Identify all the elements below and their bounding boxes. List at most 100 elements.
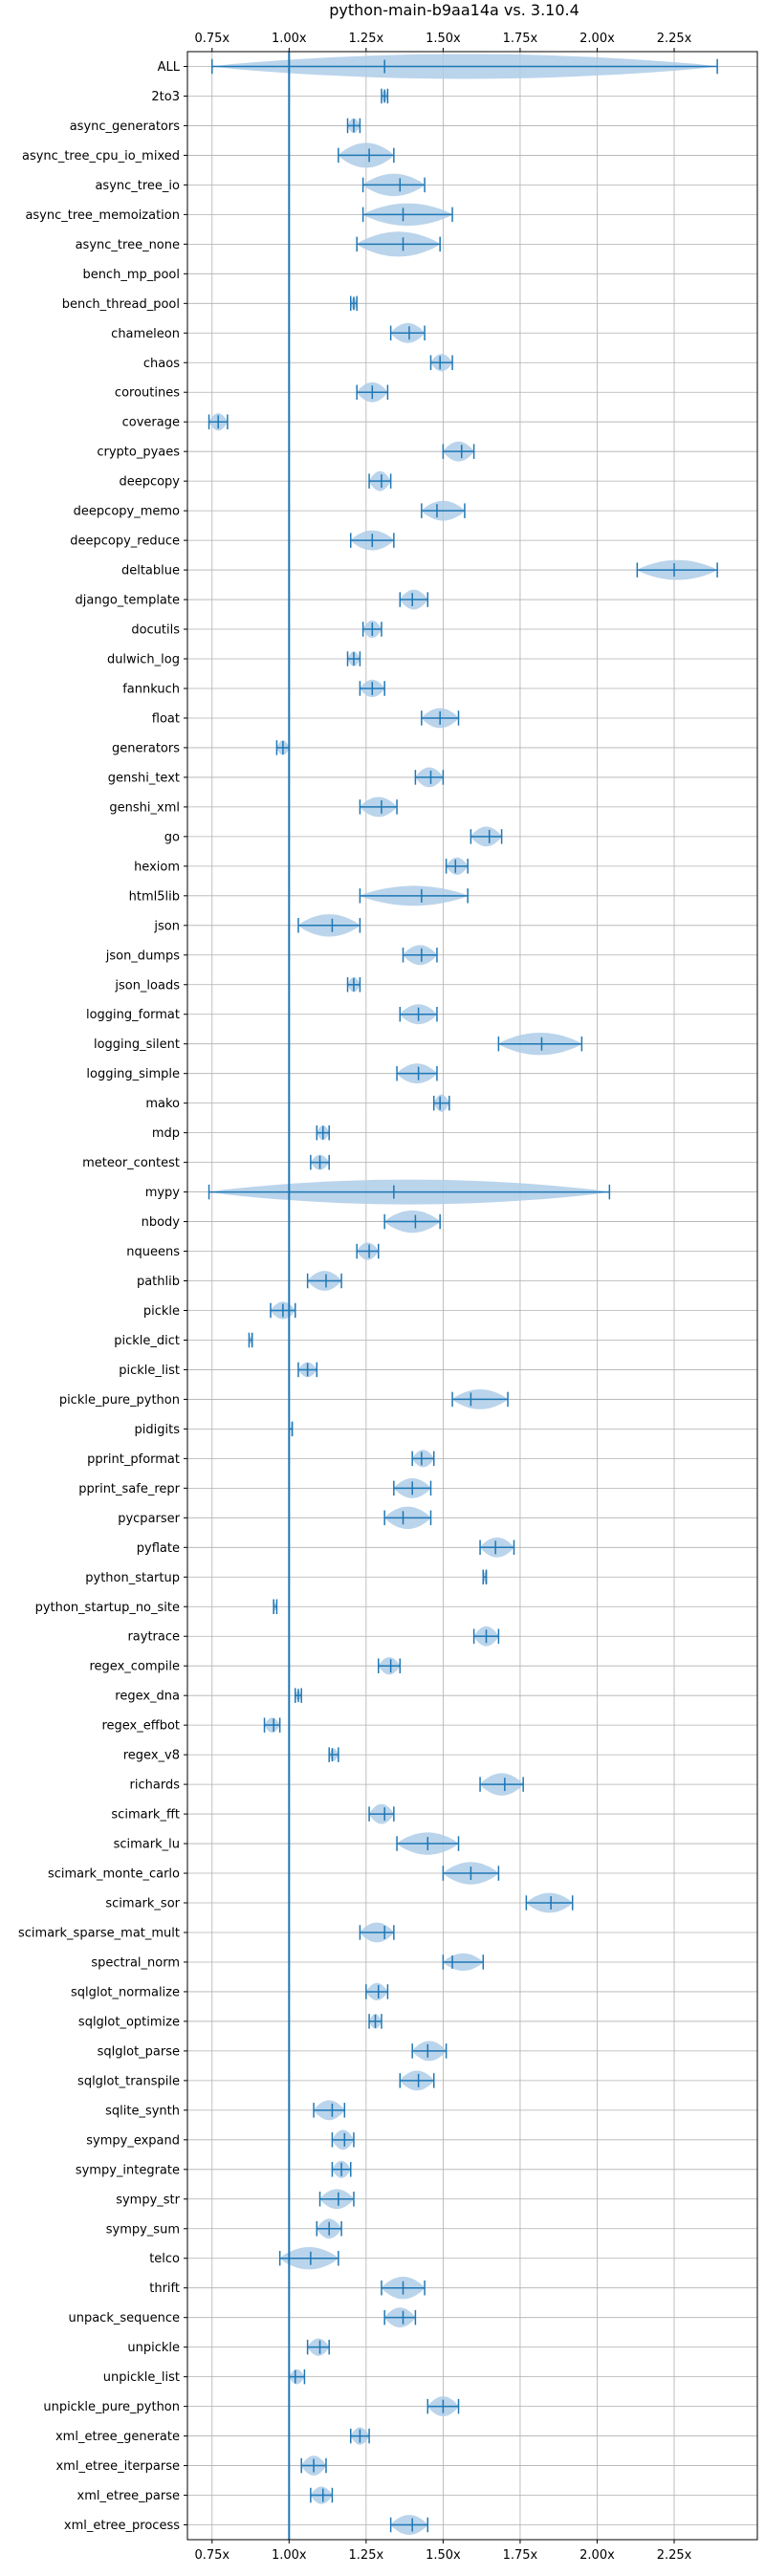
x-tick-label-top: 2.00x — [579, 32, 615, 46]
y-tick-label: unpickle_pure_python — [43, 2400, 180, 2414]
y-tick-label: pickle — [143, 1304, 180, 1319]
y-tick-label: sympy_expand — [86, 2133, 180, 2148]
y-tick-label: deepcopy_reduce — [70, 535, 180, 549]
y-tick-label: regex_dna — [115, 1690, 180, 1704]
y-tick-label: python_startup_no_site — [35, 1601, 180, 1615]
y-tick-label: pyflate — [137, 1541, 180, 1556]
y-tick-label: async_generators — [70, 120, 181, 134]
x-tick-label-top: 2.25x — [657, 32, 692, 46]
y-tick-label: json_loads — [114, 978, 180, 993]
y-tick-label: pprint_pformat — [87, 1452, 180, 1467]
y-tick-label: pathlib — [137, 1275, 180, 1289]
x-tick-label-bottom: 2.00x — [579, 2548, 615, 2563]
y-tick-label: thrift — [149, 2281, 180, 2296]
y-tick-label: xml_etree_generate — [55, 2430, 180, 2444]
chart-title: python-main-b9aa14a vs. 3.10.4 — [329, 1, 579, 19]
y-tick-label: xml_etree_process — [64, 2519, 180, 2533]
y-tick-label: unpickle — [127, 2341, 180, 2355]
y-tick-label: coroutines — [115, 386, 180, 401]
y-tick-label: xml_etree_parse — [77, 2489, 180, 2503]
y-tick-label: xml_etree_iterparse — [55, 2459, 180, 2474]
y-tick-label: mako — [145, 1097, 180, 1111]
y-tick-label: scimark_lu — [114, 1838, 180, 1852]
x-tick-label-bottom: 1.25x — [349, 2548, 384, 2563]
y-tick-label: async_tree_cpu_io_mixed — [22, 149, 180, 164]
y-tick-label: unpack_sequence — [68, 2311, 180, 2325]
y-tick-label: scimark_sparse_mat_mult — [18, 1926, 180, 1940]
x-tick-label-top: 1.00x — [272, 32, 307, 46]
y-tick-label: generators — [112, 741, 180, 755]
y-tick-label: logging_simple — [86, 1067, 180, 1081]
y-tick-label: regex_v8 — [123, 1749, 180, 1763]
y-tick-label: sqlglot_parse — [98, 2044, 180, 2059]
y-tick-label: django_template — [76, 594, 180, 608]
y-tick-label: ALL — [158, 60, 181, 75]
y-tick-label: genshi_xml — [109, 800, 180, 815]
y-tick-label: 2to3 — [151, 90, 180, 104]
y-tick-label: float — [152, 711, 180, 726]
y-tick-label: telco — [149, 2252, 180, 2266]
y-tick-label: pprint_safe_repr — [78, 1482, 180, 1496]
y-tick-label: coverage — [122, 416, 180, 430]
y-tick-label: python_startup — [85, 1571, 180, 1585]
violin-layer — [208, 54, 718, 2535]
y-tick-label: chameleon — [111, 327, 180, 341]
y-tick-label: sqlglot_optimize — [78, 2015, 180, 2029]
y-tick-label: json — [153, 919, 180, 933]
y-tick-label: scimark_fft — [111, 1808, 180, 1823]
x-tick-label-bottom: 1.00x — [272, 2548, 307, 2563]
y-tick-label: dulwich_log — [107, 653, 180, 667]
x-tick-label-top: 1.75x — [503, 32, 538, 46]
y-tick-label: sympy_str — [116, 2193, 180, 2207]
y-tick-label: sympy_sum — [106, 2222, 180, 2237]
y-tick-label: sqlite_synth — [105, 2104, 180, 2118]
y-tick-label: scimark_monte_carlo — [48, 1867, 180, 1882]
y-tick-label: mdp — [152, 1126, 180, 1141]
y-tick-label: scimark_sor — [105, 1897, 180, 1911]
y-tick-label: pickle_dict — [114, 1334, 180, 1348]
y-tick-label: pidigits — [135, 1423, 181, 1437]
y-tick-label: raytrace — [127, 1630, 180, 1645]
y-tick-label: sqlglot_transpile — [77, 2074, 180, 2088]
y-tick-label: sympy_integrate — [76, 2163, 180, 2177]
y-tick-label: deltablue — [121, 564, 180, 579]
y-tick-label: pickle_list — [119, 1364, 180, 1378]
y-tick-label: crypto_pyaes — [97, 446, 180, 460]
y-tick-label: async_tree_io — [95, 179, 180, 193]
x-tick-label-bottom: 1.50x — [426, 2548, 461, 2563]
y-tick-label: deepcopy — [119, 475, 180, 490]
y-tick-label: spectral_norm — [91, 1955, 180, 1970]
plot-frame — [186, 51, 758, 2541]
y-tick-label: regex_effbot — [101, 1719, 180, 1734]
y-tick-label: meteor_contest — [82, 1156, 180, 1170]
y-tick-label: html5lib — [129, 889, 180, 904]
x-tick-label-bottom: 1.75x — [503, 2548, 538, 2563]
grid-layer — [187, 52, 757, 2540]
whisker-layer — [208, 52, 718, 2540]
y-tick-label: nqueens — [126, 1245, 180, 1259]
y-tick-label: logging_silent — [94, 1037, 180, 1052]
y-tick-label: mypy — [145, 1186, 181, 1200]
y-tick-label: pycparser — [118, 1512, 180, 1526]
y-tick-label: unpickle_list — [103, 2370, 180, 2385]
y-tick-label: docutils — [131, 623, 180, 638]
y-tick-label: deepcopy_memo — [74, 505, 180, 519]
y-tick-label: async_tree_memoization — [25, 208, 180, 223]
x-tick-label-bottom: 0.75x — [194, 2548, 230, 2563]
x-tick-label-top: 0.75x — [194, 32, 230, 46]
x-tick-label-bottom: 2.25x — [657, 2548, 692, 2563]
y-tick-label: regex_compile — [89, 1660, 180, 1674]
y-tick-label: chaos — [143, 357, 180, 371]
y-tick-label: nbody — [142, 1215, 181, 1230]
x-tick-label-top: 1.50x — [426, 32, 461, 46]
y-tick-label: logging_format — [86, 1008, 180, 1022]
y-tick-label: fannkuch — [122, 682, 180, 696]
y-tick-label: async_tree_none — [76, 238, 180, 252]
y-tick-label: richards — [130, 1779, 181, 1793]
y-tick-label: go — [164, 830, 180, 844]
y-tick-label: bench_mp_pool — [82, 268, 180, 282]
x-tick-label-top: 1.25x — [349, 32, 384, 46]
y-tick-label: pickle_pure_python — [59, 1393, 180, 1408]
